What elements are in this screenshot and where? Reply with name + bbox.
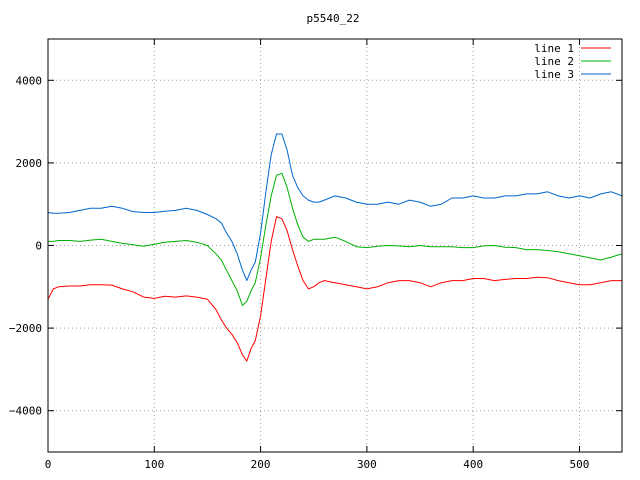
plot-frame bbox=[47, 38, 623, 453]
x-tick-label: 100 bbox=[144, 458, 164, 471]
y-tick-label: 0 bbox=[35, 240, 42, 253]
series-line-2 bbox=[48, 172, 623, 306]
x-tick-label: 200 bbox=[251, 458, 271, 471]
y-tick-label: 4000 bbox=[16, 74, 43, 87]
series-line-1 bbox=[47, 216, 622, 362]
legend-label-1: line 1 bbox=[534, 42, 574, 55]
chart-title: p5540_22 bbox=[307, 12, 360, 25]
x-tick-label: 400 bbox=[463, 458, 483, 471]
y-tick-label: −4000 bbox=[9, 405, 42, 418]
legend-label-2: line 2 bbox=[534, 55, 574, 68]
x-tick-label: 300 bbox=[357, 458, 377, 471]
series-group bbox=[47, 133, 623, 362]
series-line-3 bbox=[47, 133, 623, 282]
legend-label-3: line 3 bbox=[534, 68, 574, 81]
axis-ticks: 0 100 200 300 400 500 −4000 −2000 0 2000 4000 bbox=[9, 39, 622, 471]
y-tick-label: −2000 bbox=[9, 322, 42, 335]
x-tick-label: 500 bbox=[570, 458, 590, 471]
x-tick-label: 0 bbox=[45, 458, 52, 471]
y-tick-label: 2000 bbox=[16, 157, 43, 170]
grid bbox=[47, 39, 622, 452]
